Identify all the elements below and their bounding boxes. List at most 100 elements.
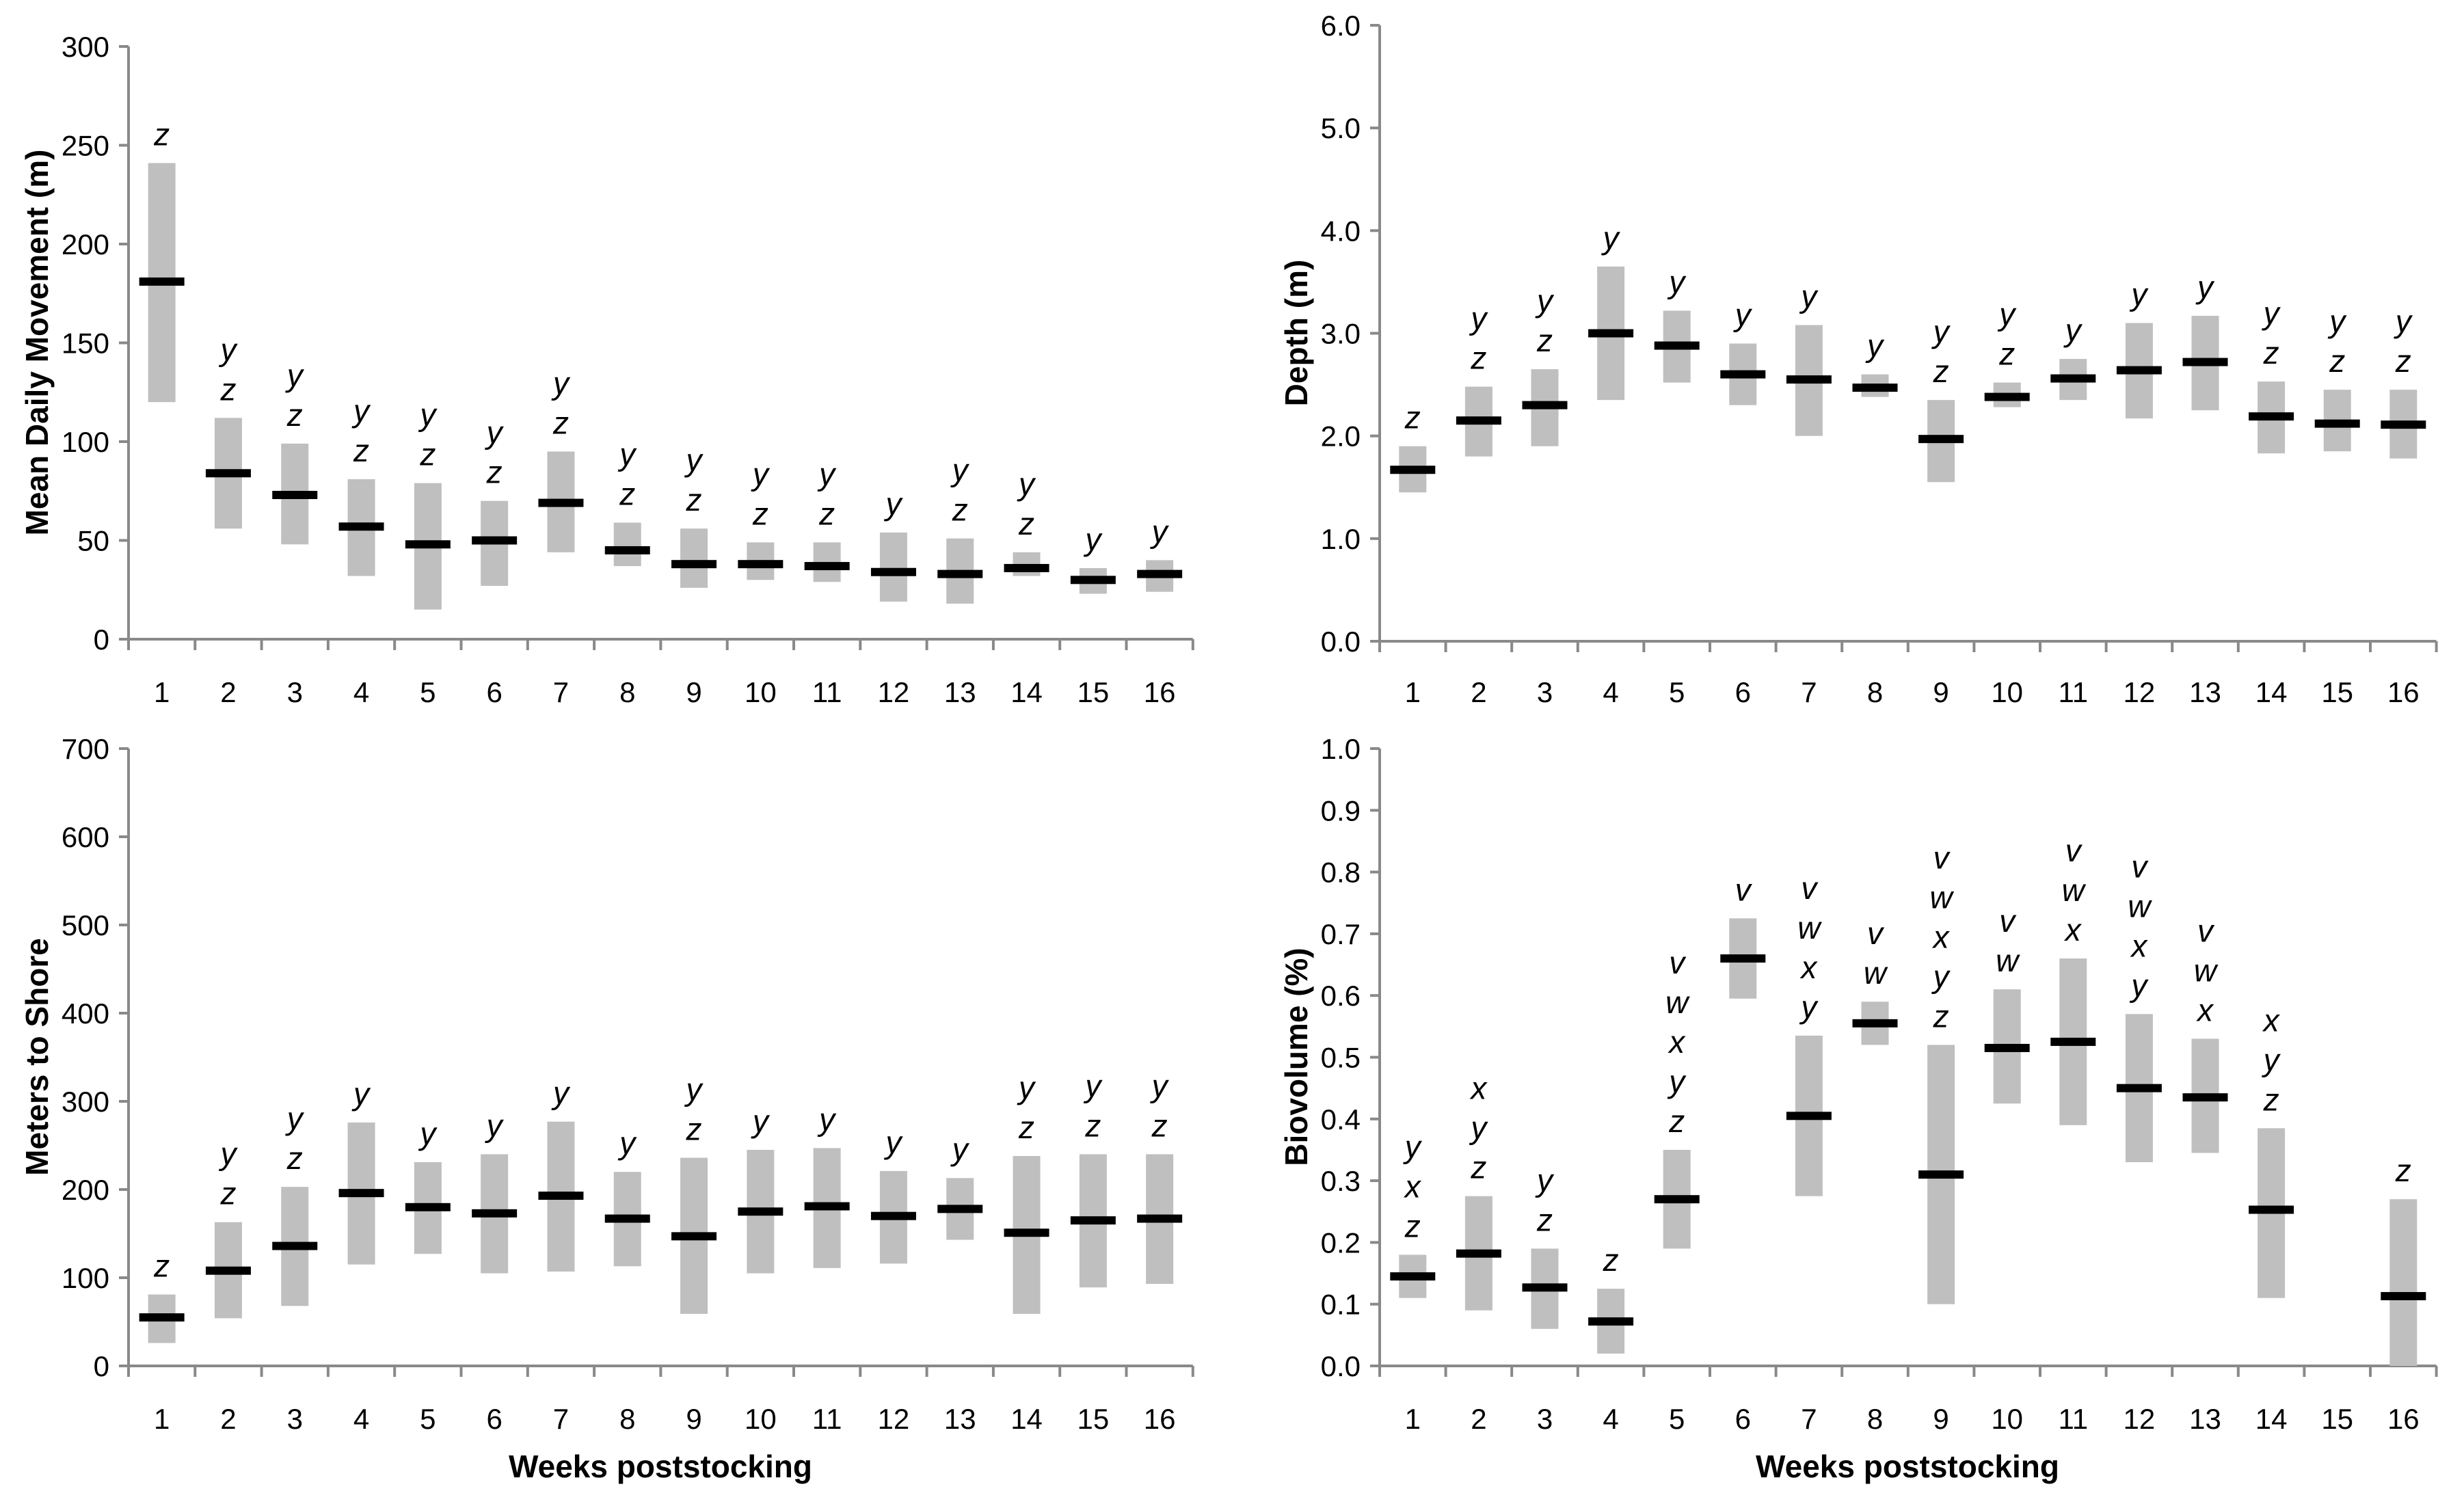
mean-line [1456,1249,1501,1258]
y-tick-label: 4.0 [1321,215,1361,247]
significance-letter: v [1933,840,1951,875]
week-label: 10 [745,1403,777,1435]
significance-letter: y [1150,513,1170,549]
significance-letter: y [2129,276,2149,312]
significance-letter: z [2329,343,2345,379]
week-label: 8 [619,676,635,708]
significance-letter: y [883,486,903,522]
week-label: 10 [745,676,777,708]
significance-letter: z [1084,1107,1101,1143]
week-label: 7 [553,676,569,708]
mean-line [1137,1214,1183,1223]
significance-letter: z [552,405,569,440]
significance-letter: y [1997,297,2017,332]
y-tick-label: 0.7 [1321,918,1361,950]
significance-letter: z [2395,343,2411,379]
y-tick-label: 0.9 [1321,794,1361,827]
range-bar [879,532,907,602]
significance-letter: y [2394,304,2413,339]
y-tick-label: 300 [62,1086,109,1118]
significance-letter: v [1735,872,1753,907]
mean-line [2050,374,2096,383]
significance-letter: x [1799,950,1818,985]
y-tick-label: 0.0 [1321,626,1361,658]
significance-letter: w [1996,943,2020,978]
mean-line [1004,1228,1049,1237]
significance-letter: y [1017,1070,1036,1105]
mean-line [1984,1043,2030,1052]
y-tick-label: 0.8 [1321,857,1361,889]
significance-letter: w [1864,955,1888,991]
mean-line [2314,419,2360,428]
mean-line [2381,1291,2426,1300]
mean-line [2182,358,2228,366]
week-label: 1 [154,1403,170,1435]
significance-letter: y [684,442,704,478]
significance-letter: y [2262,1042,2281,1077]
mean-line [272,491,318,500]
mean-line [1720,370,1766,379]
week-label: 5 [1669,676,1685,708]
week-label: 1 [1405,676,1421,708]
significance-letter: x [1932,919,1951,954]
y-tick-label: 0.2 [1321,1226,1361,1259]
mean-line [870,1211,916,1220]
significance-letter: z [2263,1082,2279,1117]
week-label: 2 [1471,676,1486,708]
significance-letter: z [486,455,503,490]
significance-letter: y [1469,1110,1488,1146]
significance-letter: x [1469,1071,1488,1106]
significance-letter: x [2130,928,2148,963]
significance-letter: y [2129,967,2149,1003]
week-label: 15 [2321,1403,2353,1435]
mean-line [604,546,650,554]
y-axis-title-biovolume: Biovolume (%) [1278,948,1314,1166]
week-label: 6 [486,676,502,708]
significance-letter: y [1017,466,1036,502]
significance-letter: y [1535,1162,1555,1198]
week-label: 1 [1405,1403,1421,1435]
week-label: 13 [944,1403,976,1435]
week-label: 15 [1077,1403,1109,1435]
y-tick-label: 200 [62,228,109,260]
mean-line [338,1189,384,1198]
week-label: 5 [1669,1403,1685,1435]
mean-line [538,1192,584,1200]
y-tick-label: 1.0 [1321,733,1361,765]
mean-line [1070,1216,1116,1225]
mean-line [205,469,251,478]
mean-line [1654,1195,1700,1204]
mean-line [1786,375,1832,384]
week-label: 15 [2321,676,2353,708]
significance-letter: y [1931,958,1951,994]
y-tick-label: 600 [62,821,109,853]
panel-top-right: 0.01.02.03.04.05.06.01 2 3 4 5 6 7 8 9 10 11 12 13 14… [1321,10,2438,708]
significance-letter: v [2065,833,2083,868]
week-label: 9 [686,1403,701,1435]
week-label: 14 [2255,676,2288,708]
mean-line [472,536,518,545]
y-axis-title-meters-to-shore: Meters to Shore [19,938,55,1176]
mean-line [1137,569,1183,578]
mean-line [205,1266,251,1275]
significance-letter: y [751,1103,771,1139]
week-label: 16 [2387,676,2420,708]
x-axis-title-left: Weeks poststocking [509,1449,812,1484]
significance-letter: z [818,496,835,531]
y-tick-label: 400 [62,997,109,1030]
week-label: 4 [1603,1403,1618,1435]
significance-letter: v [2197,913,2215,948]
week-label: 14 [1010,1403,1043,1435]
significance-letter: v [1867,915,1885,951]
week-label: 7 [553,1403,569,1435]
significance-letter: z [619,476,635,511]
mean-line [1456,416,1501,425]
significance-letter: z [1933,353,1949,389]
significance-letter: z [952,492,968,528]
significance-letter: w [2194,952,2219,988]
significance-letter: y [2195,269,2215,305]
y-tick-label: 150 [62,327,109,360]
significance-letter: y [1667,1064,1687,1099]
